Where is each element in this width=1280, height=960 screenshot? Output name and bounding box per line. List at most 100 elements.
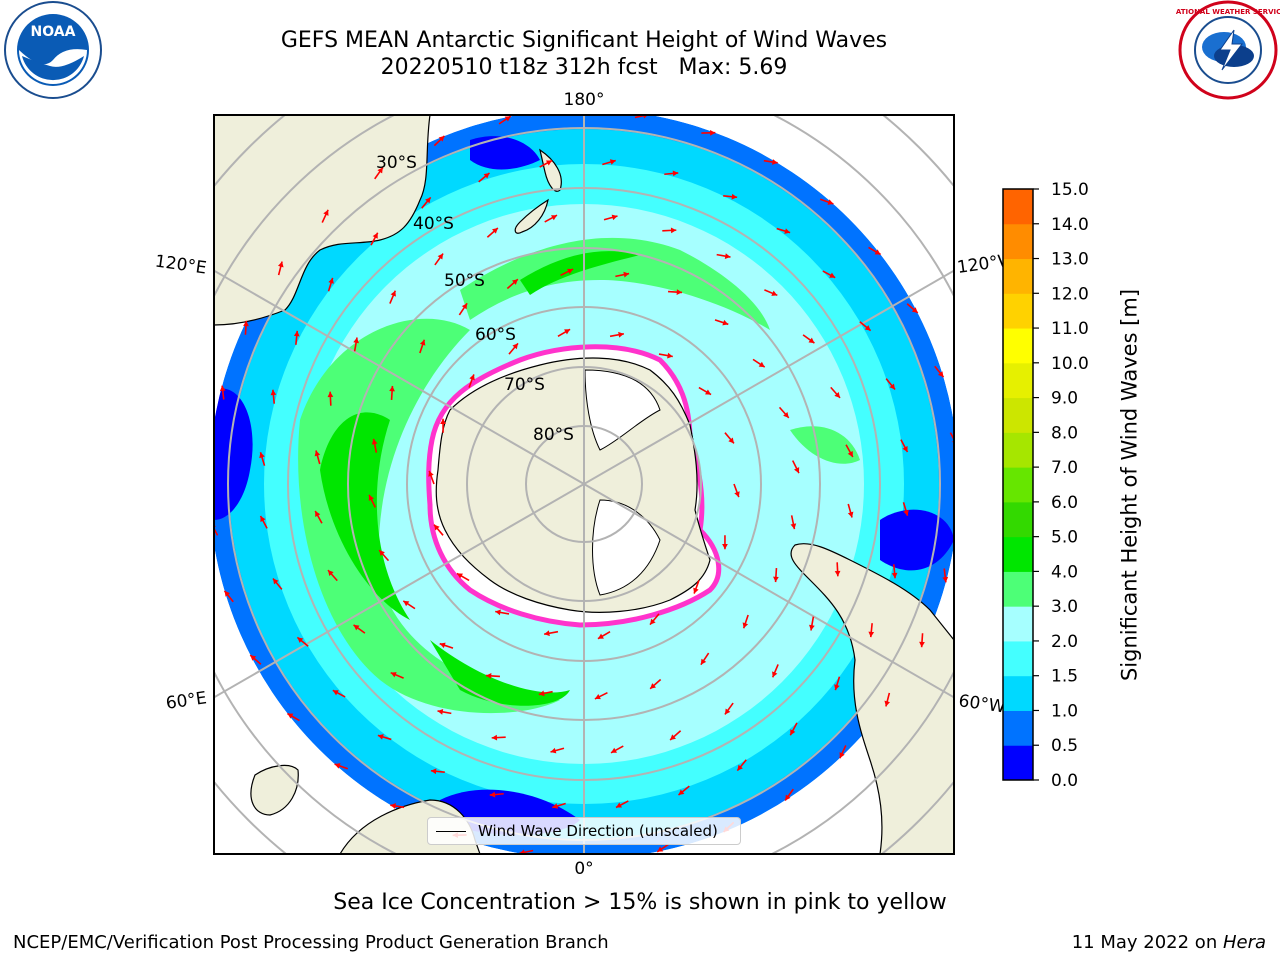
lon-label-120e: 120°E <box>154 252 208 279</box>
wave-arrow-head <box>834 392 841 398</box>
wave-arrow-head <box>902 446 908 453</box>
wave-arrow-head <box>403 600 410 607</box>
colorbar-tick-label: 1.0 <box>1051 701 1078 721</box>
lat-label-80s: 80°S <box>533 425 574 445</box>
wave-arrow-head <box>728 437 734 444</box>
footer-credit: NCEP/EMC/Verification Post Processing Pr… <box>13 932 609 953</box>
wave-arrow-head <box>829 272 836 278</box>
map-frame <box>213 114 955 855</box>
wave-arrow-head <box>667 352 673 359</box>
wave-arrow-head <box>784 228 791 234</box>
colorbar <box>1002 188 1034 781</box>
wave-arrow-head <box>389 385 395 392</box>
wave-arrow-head <box>372 232 378 239</box>
wave-arrow-head <box>611 214 618 221</box>
wave-arrow-head <box>425 197 431 204</box>
wave-arrow-head <box>546 160 553 166</box>
wave-arrow-head <box>297 637 304 643</box>
wave-arrow-head <box>567 268 574 274</box>
wave-arrow-head <box>742 622 749 629</box>
wave-arrow-head <box>519 849 525 854</box>
wave-arrow-head <box>771 290 778 296</box>
svg-text:NOAA: NOAA <box>31 24 76 40</box>
wave-arrow-head <box>469 374 475 381</box>
wave-arrow-head <box>693 587 699 594</box>
wave-arrow-head <box>353 624 360 631</box>
latitude-labels: 30°S 40°S 50°S 60°S 70°S 80°S <box>376 153 574 445</box>
colorbar-segment <box>1003 223 1033 260</box>
colorbar-tick-label: 6.0 <box>1051 493 1078 513</box>
wave-arrow-head <box>790 523 797 530</box>
colorbar-tick-label: 10.0 <box>1051 354 1089 374</box>
wave-arrow-head <box>327 570 334 576</box>
wave-arrow-head <box>437 253 444 260</box>
wave-arrow-head <box>610 747 617 753</box>
wave-arrow-head <box>724 253 731 259</box>
wave-arrow-head <box>368 494 374 501</box>
wave-arrow-head <box>834 570 841 577</box>
wave-arrow-head <box>772 159 778 165</box>
colorbar-tick-label: 14.0 <box>1051 215 1089 235</box>
wave-arrow-head <box>390 803 396 809</box>
wave-arrow-head <box>323 209 329 216</box>
colorbar-segment <box>1003 467 1033 503</box>
wave-arrow-head <box>827 199 834 205</box>
wave-arrow-head <box>250 655 257 661</box>
wave-arrow-head <box>511 279 518 285</box>
wave-arrow-head <box>564 329 571 335</box>
wave-arrow-head <box>327 391 334 398</box>
wave-arrow-head <box>609 159 616 165</box>
wave-arrow-head <box>552 803 559 809</box>
lat-label-40s: 40°S <box>413 214 454 234</box>
wave-arrow-head <box>495 609 501 616</box>
wave-arrow-head <box>670 734 676 741</box>
colorbar-segment <box>1003 397 1033 433</box>
colorbar-tick-label: 9.0 <box>1051 389 1078 409</box>
wave-arrow-head <box>272 578 279 585</box>
lat-label-70s: 70°S <box>504 375 545 395</box>
wave-arrow-head <box>439 642 446 649</box>
wave-arrow-head <box>700 658 707 665</box>
colorbar-ticks: 0.0 0.5 1.0 1.5 2.0 3.0 4.0 5.0 6.0 7.0 8.0 9.0 10.0… <box>1033 180 1089 791</box>
colorbar-frame <box>1002 188 1034 781</box>
colorbar-tick-label: 2.0 <box>1051 632 1078 652</box>
wave-arrow-head <box>868 631 875 638</box>
svg-text:NATIONAL WEATHER SERVICE: NATIONAL WEATHER SERVICE <box>1176 8 1280 16</box>
colorbar-tick-label: 8.0 <box>1051 423 1078 443</box>
wave-arrow-head <box>597 633 604 639</box>
wave-arrow-head <box>434 524 440 531</box>
wave-arrow-head <box>911 307 918 313</box>
wave-arrow-head <box>550 747 557 754</box>
wave-arrow-head <box>259 452 265 459</box>
lon-label-60e: 60°E <box>165 688 208 713</box>
wave-arrow-head <box>722 544 728 550</box>
wave-arrow-head <box>390 290 396 297</box>
lon-label-60w: 60°W <box>957 691 1006 717</box>
wave-arrow-head <box>334 763 341 769</box>
colorbar-segment <box>1003 640 1033 677</box>
wave-arrow-head <box>889 383 896 390</box>
wave-arrow-head <box>874 249 881 255</box>
wave-arrow-head <box>260 515 266 522</box>
wave-arrow-head <box>315 510 321 517</box>
wave-arrow-head <box>379 550 385 557</box>
legend-label: Wind Wave Direction (unscaled) <box>478 822 718 840</box>
lat-label-50s: 50°S <box>444 271 485 291</box>
colorbar-segment <box>1003 432 1033 468</box>
wave-arrow-head <box>783 411 789 418</box>
wave-arrow-head <box>839 752 845 759</box>
wave-arrow-head <box>672 170 679 177</box>
wave-arrow-head <box>650 683 657 689</box>
wave-arrow-head <box>618 331 624 338</box>
wave-arrow-head <box>293 330 300 337</box>
wave-arrow-head <box>676 289 683 295</box>
lon-label-0: 0° <box>574 859 593 879</box>
wave-arrow-head <box>722 319 729 326</box>
colorbar-tick-label: 7.0 <box>1051 458 1078 478</box>
wave-arrow-head <box>790 729 796 736</box>
lat-label-60s: 60°S <box>475 325 516 345</box>
wave-arrow-head <box>919 641 925 648</box>
wave-arrow-head <box>430 768 437 775</box>
wave-arrow-head <box>594 694 601 700</box>
footer-date: 11 May 2022 on Hera <box>1072 932 1266 953</box>
